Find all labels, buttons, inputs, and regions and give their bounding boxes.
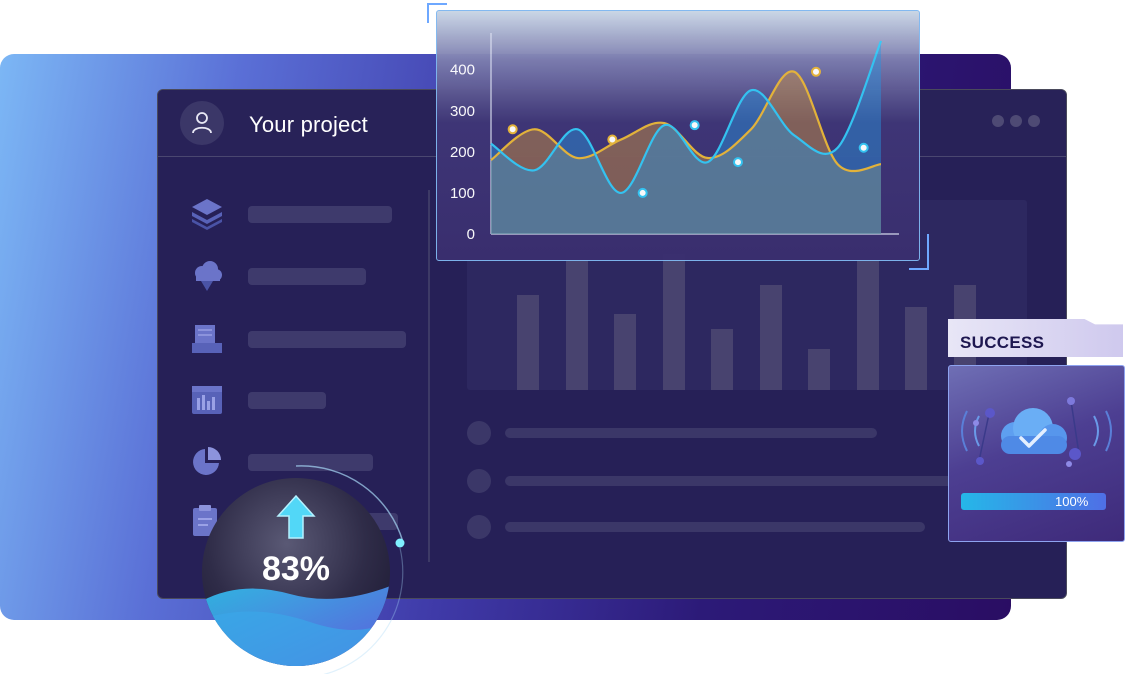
data-point bbox=[689, 120, 700, 131]
background-bar bbox=[808, 348, 830, 390]
pie-chart-icon bbox=[193, 447, 221, 475]
list-item[interactable] bbox=[467, 515, 1027, 539]
data-point bbox=[811, 66, 821, 77]
sidebar-item-cloud[interactable] bbox=[190, 259, 430, 293]
sidebar-item-analytics[interactable] bbox=[190, 383, 430, 417]
series-area bbox=[491, 71, 881, 234]
sidebar-item-placeholder bbox=[248, 331, 406, 348]
y-tick-label: 0 bbox=[467, 226, 475, 243]
sidebar-item-inbox[interactable] bbox=[190, 322, 430, 356]
data-point bbox=[733, 157, 743, 168]
inbox-icon bbox=[192, 325, 222, 353]
progress-label: 100% bbox=[1055, 494, 1089, 509]
upload-progress-bar bbox=[961, 493, 1106, 510]
window-dot[interactable] bbox=[1028, 115, 1040, 127]
layers-icon bbox=[192, 199, 222, 230]
window-controls bbox=[992, 115, 1040, 127]
series-area bbox=[491, 41, 881, 234]
success-tab bbox=[948, 319, 1123, 357]
background-bar bbox=[517, 295, 539, 390]
series-line bbox=[490, 40, 883, 195]
sidebar-item-placeholder bbox=[248, 206, 392, 223]
avatar[interactable] bbox=[180, 101, 224, 145]
window-dot[interactable] bbox=[1010, 115, 1022, 127]
arrow-up-icon bbox=[276, 494, 316, 539]
data-point bbox=[507, 124, 518, 135]
chart-card-corner bbox=[427, 3, 447, 23]
background-bar bbox=[565, 259, 588, 390]
background-bar bbox=[662, 253, 685, 390]
clipboard-icon bbox=[193, 505, 217, 536]
project-title: Your project bbox=[249, 112, 368, 137]
sidebar-item-layers[interactable] bbox=[190, 197, 430, 231]
background-bar bbox=[614, 314, 636, 390]
progress-fill bbox=[961, 493, 1106, 510]
data-point bbox=[858, 142, 869, 153]
background-bar bbox=[759, 284, 782, 390]
bubble-graphic bbox=[202, 465, 405, 679]
bar-chart-icon bbox=[192, 386, 222, 414]
line-chart-card: 0 100 200 300 400 bbox=[436, 10, 920, 261]
success-label: SUCCESS bbox=[960, 333, 1045, 352]
y-tick-label: 400 bbox=[450, 62, 475, 79]
list-item-bullet bbox=[467, 421, 491, 445]
sidebar-item-placeholder bbox=[248, 392, 326, 409]
cloud-download-icon bbox=[195, 261, 222, 291]
series-line bbox=[490, 70, 882, 173]
background-bar bbox=[905, 307, 927, 390]
list-item-bullet bbox=[467, 515, 491, 539]
success-card bbox=[948, 365, 1125, 542]
list-item-placeholder bbox=[505, 428, 877, 438]
chart-card-corner bbox=[909, 234, 929, 270]
upload-progress-bubble bbox=[200, 462, 412, 679]
y-tick-label: 200 bbox=[450, 144, 475, 161]
cloud-check-icon bbox=[961, 397, 1112, 467]
y-tick-label: 100 bbox=[450, 185, 475, 202]
sidebar-divider bbox=[428, 190, 430, 562]
window-dot[interactable] bbox=[992, 115, 1004, 127]
list-item-bullet bbox=[467, 469, 491, 493]
user-icon bbox=[192, 112, 212, 134]
list-item-placeholder bbox=[505, 476, 955, 486]
line-chart: 0 100 200 300 400 bbox=[450, 33, 899, 243]
y-tick-label: 300 bbox=[450, 103, 475, 120]
background-bar bbox=[711, 329, 733, 390]
list-item-placeholder bbox=[505, 522, 925, 532]
background-bar bbox=[856, 259, 879, 390]
data-point bbox=[607, 134, 618, 145]
list-item[interactable] bbox=[467, 421, 1027, 445]
list-item[interactable] bbox=[467, 469, 1027, 493]
sidebar-item-reports[interactable] bbox=[190, 445, 430, 479]
upload-percent: 83% bbox=[261, 550, 331, 588]
data-point bbox=[637, 187, 648, 198]
sidebar-item-placeholder bbox=[248, 454, 373, 471]
sidebar-item-placeholder bbox=[248, 268, 366, 285]
